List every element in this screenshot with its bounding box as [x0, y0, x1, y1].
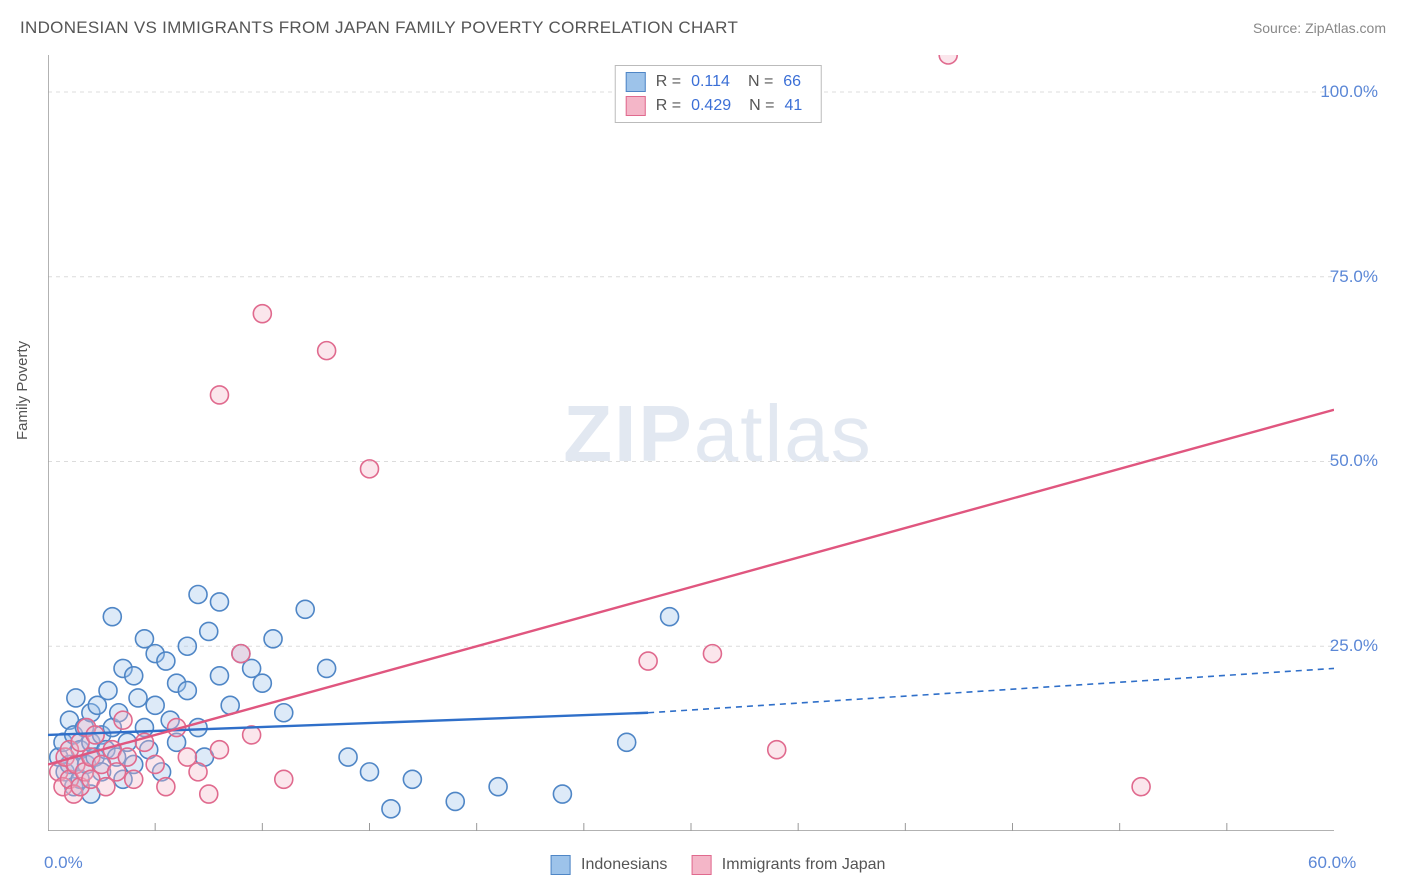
- n-label: N =: [749, 97, 774, 115]
- r-value-indonesians: 0.114: [691, 73, 730, 91]
- y-axis-label: Family Poverty: [14, 341, 31, 440]
- y-tick-label: 75.0%: [1330, 267, 1378, 287]
- legend-label: Immigrants from Japan: [722, 856, 886, 873]
- legend-label: Indonesians: [581, 856, 667, 873]
- n-value-indonesians: 66: [783, 73, 801, 91]
- legend-swatch-japan: [626, 96, 646, 116]
- bottom-legend: Indonesians Immigrants from Japan: [551, 855, 886, 875]
- r-label: R =: [656, 73, 681, 91]
- n-value-japan: 41: [784, 97, 802, 115]
- legend-swatch-japan: [691, 855, 711, 875]
- scatter-chart: [48, 55, 1334, 831]
- n-label: N =: [748, 73, 773, 91]
- stats-legend-row: R = 0.429 N = 41: [626, 94, 811, 118]
- y-tick-label: 100.0%: [1320, 82, 1378, 102]
- chart-title: INDONESIAN VS IMMIGRANTS FROM JAPAN FAMI…: [20, 18, 738, 38]
- r-label: R =: [656, 97, 681, 115]
- stats-legend: R = 0.114 N = 66 R = 0.429 N = 41: [615, 65, 822, 123]
- chart-area: ZIPatlas R = 0.114 N = 66 R = 0.429 N = …: [48, 55, 1388, 845]
- r-value-japan: 0.429: [691, 97, 731, 115]
- x-tick-label: 60.0%: [1308, 853, 1356, 873]
- y-tick-label: 25.0%: [1330, 636, 1378, 656]
- legend-swatch-indonesians: [551, 855, 571, 875]
- source-label: Source: ZipAtlas.com: [1253, 20, 1386, 36]
- legend-item-indonesians: Indonesians: [551, 855, 668, 875]
- x-tick-label: 0.0%: [44, 853, 83, 873]
- y-tick-label: 50.0%: [1330, 451, 1378, 471]
- legend-item-japan: Immigrants from Japan: [691, 855, 885, 875]
- legend-swatch-indonesians: [626, 72, 646, 92]
- stats-legend-row: R = 0.114 N = 66: [626, 70, 811, 94]
